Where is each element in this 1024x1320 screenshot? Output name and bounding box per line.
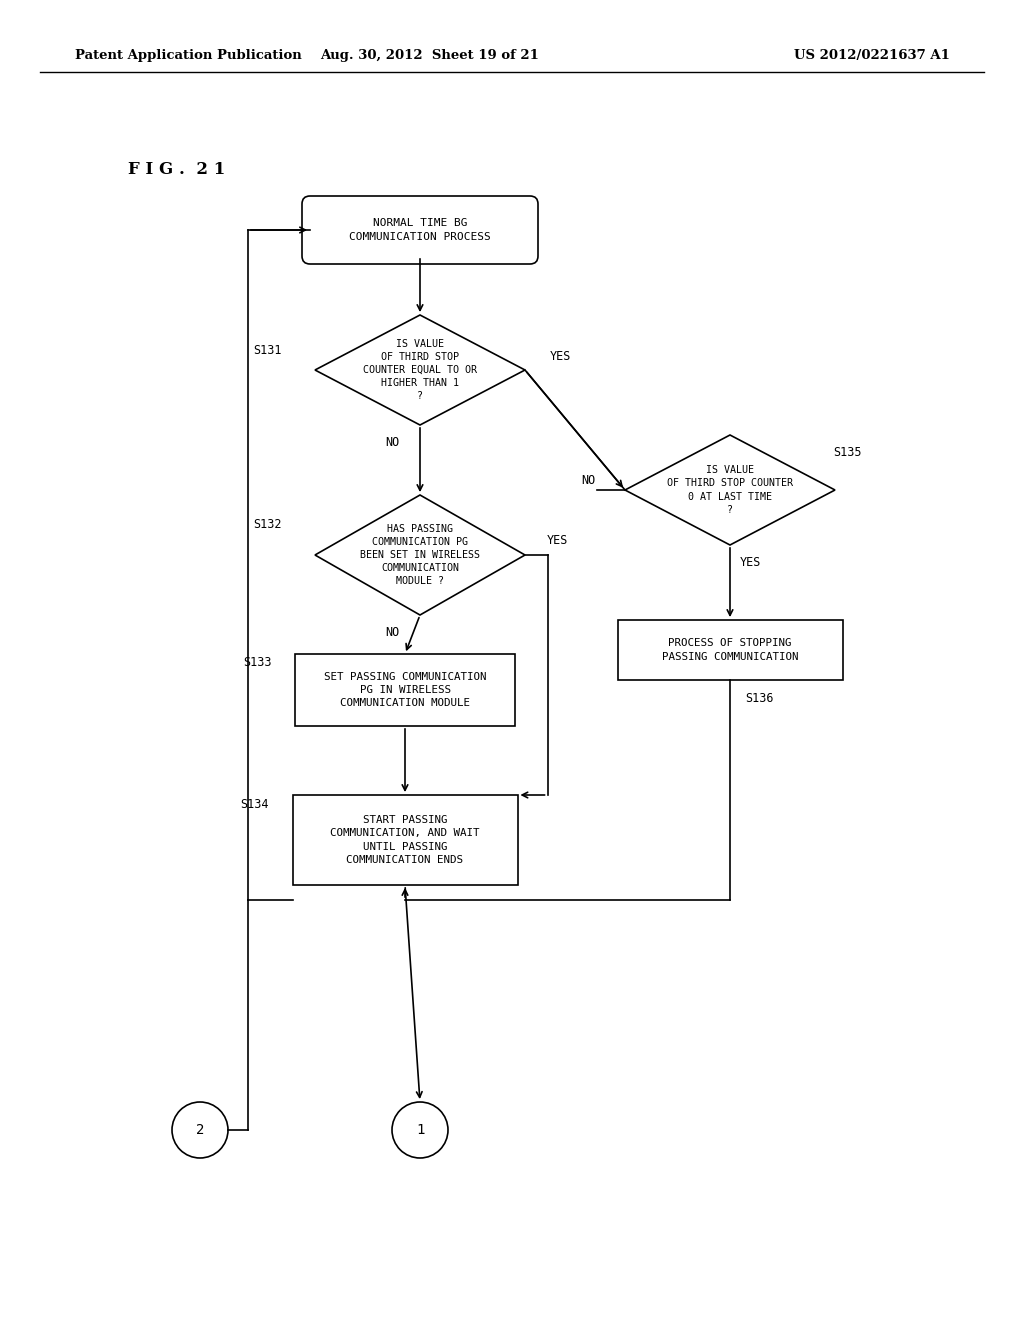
Text: NO: NO (385, 437, 399, 450)
Bar (617, 620, 843, 680)
FancyBboxPatch shape (302, 195, 538, 264)
Text: PROCESS OF STOPPING
PASSING COMMUNICATION: PROCESS OF STOPPING PASSING COMMUNICATIO… (662, 639, 799, 661)
Text: IS VALUE
OF THIRD STOP COUNTER
0 AT LAST TIME
?: IS VALUE OF THIRD STOP COUNTER 0 AT LAST… (667, 465, 793, 515)
Text: S134: S134 (241, 799, 268, 812)
Text: S131: S131 (253, 343, 282, 356)
Text: S132: S132 (253, 519, 282, 532)
Circle shape (392, 1102, 449, 1158)
Polygon shape (315, 315, 525, 425)
Polygon shape (625, 436, 835, 545)
Text: START PASSING
COMMUNICATION, AND WAIT
UNTIL PASSING
COMMUNICATION ENDS: START PASSING COMMUNICATION, AND WAIT UN… (331, 816, 480, 865)
Text: US 2012/0221637 A1: US 2012/0221637 A1 (795, 49, 950, 62)
Polygon shape (315, 495, 525, 615)
Text: SET PASSING COMMUNICATION
PG IN WIRELESS
COMMUNICATION MODULE: SET PASSING COMMUNICATION PG IN WIRELESS… (324, 672, 486, 709)
Text: YES: YES (549, 350, 570, 363)
Text: YES: YES (547, 535, 567, 548)
Text: S133: S133 (243, 656, 271, 668)
Bar (293, 795, 517, 884)
Text: S135: S135 (833, 446, 861, 458)
Text: F I G .  2 1: F I G . 2 1 (128, 161, 225, 178)
Text: 2: 2 (196, 1123, 204, 1137)
Text: NO: NO (385, 627, 399, 639)
Text: Patent Application Publication: Patent Application Publication (75, 49, 302, 62)
Bar (295, 653, 515, 726)
Text: NO: NO (581, 474, 595, 487)
Text: YES: YES (739, 557, 761, 569)
Text: IS VALUE
OF THIRD STOP
COUNTER EQUAL TO OR
HIGHER THAN 1
?: IS VALUE OF THIRD STOP COUNTER EQUAL TO … (362, 339, 477, 401)
Circle shape (172, 1102, 228, 1158)
Text: 1: 1 (416, 1123, 424, 1137)
Text: HAS PASSING
COMMUNICATION PG
BEEN SET IN WIRELESS
COMMUNICATION
MODULE ?: HAS PASSING COMMUNICATION PG BEEN SET IN… (360, 524, 480, 586)
Text: Aug. 30, 2012  Sheet 19 of 21: Aug. 30, 2012 Sheet 19 of 21 (321, 49, 540, 62)
Text: NORMAL TIME BG
COMMUNICATION PROCESS: NORMAL TIME BG COMMUNICATION PROCESS (349, 218, 490, 242)
Text: S136: S136 (745, 692, 774, 705)
